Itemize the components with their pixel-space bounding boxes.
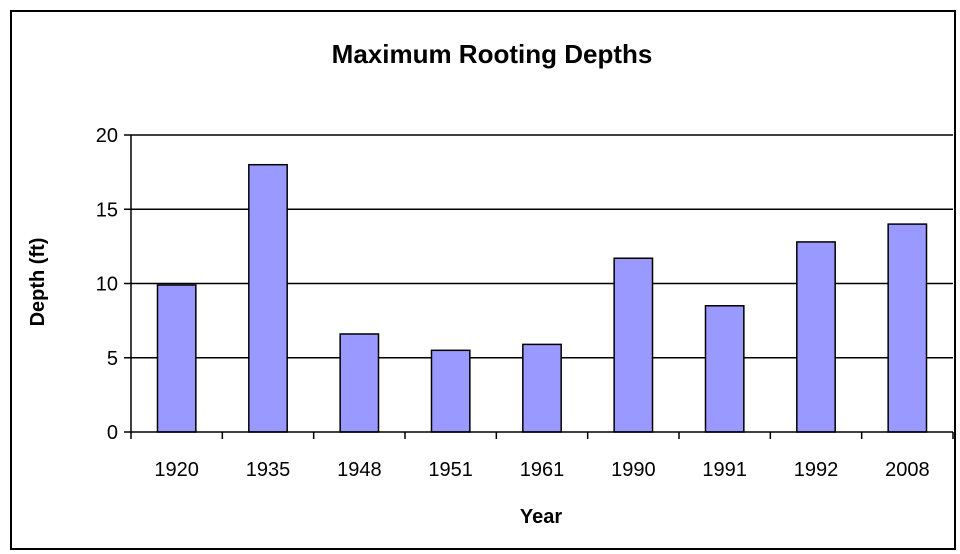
x-tick-label: 1935 (246, 459, 291, 481)
x-axis-title: Year (520, 506, 562, 528)
bar-1948 (339, 333, 380, 433)
x-tick-labels: 1920 1935 1948 1951 1961 1990 1991 1992 2008 (154, 459, 929, 481)
x-tick-label: 1990 (611, 459, 656, 481)
bars (156, 163, 928, 433)
y-tick-label: 15 (96, 199, 118, 221)
bar-1990 (613, 257, 654, 433)
y-tick-label: 20 (96, 125, 118, 147)
x-tick-label: 1951 (428, 459, 473, 481)
bar-1992 (796, 241, 836, 433)
y-tick-labels: 0 5 10 15 20 (96, 125, 118, 444)
chart-title: Maximum Rooting Depths (332, 39, 653, 69)
y-tick-label: 0 (107, 422, 118, 444)
bar-1935 (248, 163, 288, 433)
axes (124, 134, 954, 439)
bar-2008 (887, 223, 928, 433)
y-axis-title: Depth (ft) (27, 238, 49, 327)
x-tick-label: 1920 (154, 459, 199, 481)
x-tick-label: 2008 (885, 459, 930, 481)
bar-1961 (522, 343, 562, 433)
bar-1951 (430, 349, 471, 433)
x-tick-label: 1948 (337, 459, 382, 481)
bar-1991 (704, 305, 745, 433)
x-tick-label: 1992 (794, 459, 839, 481)
y-tick-label: 10 (96, 274, 118, 296)
y-tick-label: 5 (107, 348, 118, 370)
x-tick-label: 1961 (520, 459, 565, 481)
x-tick-label: 1991 (702, 459, 747, 481)
bar-1920 (156, 284, 197, 433)
